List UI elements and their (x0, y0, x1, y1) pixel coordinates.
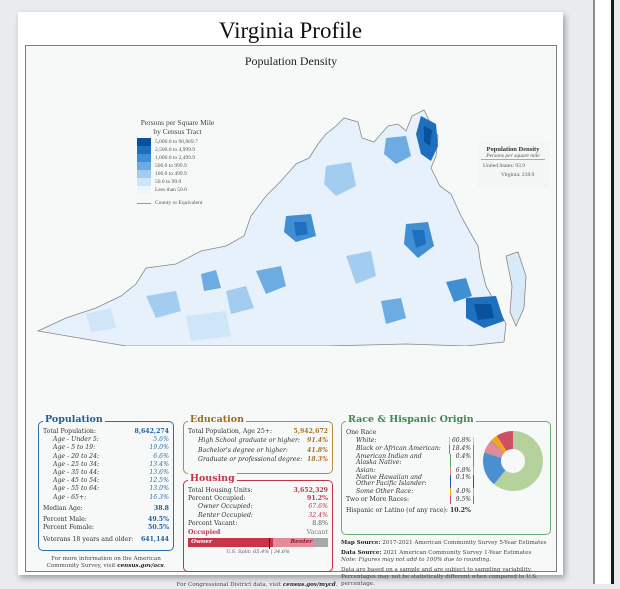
legend-item: 50.0 to 99.9 (130, 178, 280, 186)
side-panel (595, 0, 612, 584)
window-edge (611, 0, 614, 584)
us-split-marker (269, 538, 271, 550)
disclaimer: Data are based on a sample and are subje… (341, 567, 538, 587)
race-row: American Indian and Alaska Native: 0.4% (346, 453, 474, 467)
us-split: U.S. Split: 65.4% | 34.6% (226, 549, 290, 556)
education-panel: Education Total Population, Age 25+: 5,94… (183, 414, 333, 474)
legend-title-line2: by Census Tract (153, 127, 202, 136)
two-more-races: Two or More Races: 9.5% (346, 496, 474, 505)
legend-item: 1,000.0 to 2,499.9 (130, 154, 280, 162)
legend-item: 2,500.0 to 4,999.9 (130, 146, 280, 154)
map-title: Population Density (244, 54, 338, 68)
one-race-label: One Race (346, 429, 377, 436)
race-panel: Race & Hispanic Origin One Race White: 60… (341, 414, 551, 535)
population-title: Population (43, 414, 105, 425)
map-source: Map Source: 2017-2021 American Community… (341, 540, 547, 546)
percent-female: Percent Female: 50.5% (43, 524, 169, 532)
education-total: Total Population, Age 25+: 5,942,672 (188, 428, 328, 435)
race-row: Native Hawaiian and Other Pacific Island… (346, 474, 474, 488)
race-row: Asian: 6.8% (346, 466, 474, 475)
vacant-segment (314, 538, 328, 548)
education-row: High School graduate or higher: 91.4% (198, 437, 328, 445)
data-source: Data Source: 2021 American Community Sur… (341, 550, 532, 556)
housing-title: Housing (188, 473, 237, 484)
age-row: Age - 20 to 24: 6.6% (53, 452, 169, 460)
occupancy-bar: Owner Renter (188, 538, 328, 550)
education-title: Education (188, 414, 246, 425)
density-comparison-box: Population Density Persons per square mi… (477, 142, 549, 188)
profile-page: Virginia Profile Population Density (18, 12, 563, 588)
hispanic-latino: Hispanic or Latino (of any race): 10.2% (346, 507, 471, 515)
density-box-subtitle: Persons per square mile (481, 153, 545, 160)
population-panel: Population Total Population: 8,642,274 Ag… (38, 414, 174, 551)
education-row: Bachelor's degree or higher: 41.8% (198, 446, 328, 454)
age-row: Age - 5 to 19: 19.0% (53, 444, 169, 452)
total-housing-units: Total Housing Units: 3,652,329 (188, 487, 328, 494)
age-row: Age - 65+: 16.3% (53, 493, 169, 501)
age-row: Age - 55 to 64: 13.0% (53, 485, 169, 493)
legend-item: 5,000.0 to 90,869.7 (130, 138, 280, 146)
map-legend: Persons per Square Mile by Census Tract … (130, 118, 280, 206)
veterans: Veterans 18 years and older: 641,144 (43, 536, 169, 544)
cd-footnote: For Congressional District data, visit c… (176, 582, 338, 588)
density-box-title: Population Density (486, 146, 540, 153)
race-donut-chart (483, 431, 543, 491)
renter-segment: Renter (273, 538, 315, 548)
page-title: Virginia Profile (218, 18, 363, 43)
percent-male: Percent Male: 49.5% (43, 516, 169, 524)
acs-link[interactable]: census.gov/acs (117, 563, 164, 569)
owner-segment: Owner (188, 538, 274, 548)
age-row: Age - 35 to 44: 13.6% (53, 469, 169, 477)
age-row: Age - Under 5: 5.6% (53, 436, 169, 444)
median-age: Median Age: 38.8 (43, 504, 169, 512)
acs-footnote: For more information on the American Com… (46, 556, 166, 569)
age-row: Age - 45 to 54: 12.5% (53, 477, 169, 485)
race-title: Race & Hispanic Origin (346, 414, 476, 425)
education-row: Graduate or professional degree: 18.3% (198, 456, 328, 464)
legend-item: Less than 50.0 (130, 186, 280, 194)
legend-title-line1: Persons per Square Mile (140, 118, 215, 127)
content-frame: Population Density (25, 45, 557, 588)
percent-vacant: Percent Vacant: 8.8% (188, 519, 328, 527)
rounding-note: Note: Figures may not add to 100% due to… (341, 557, 492, 563)
race-row: Some Other Race: 4.0% (346, 487, 474, 497)
owner-occupied: Owner Occupied: 67.6% (198, 503, 328, 511)
age-row: Age - 25 to 34: 13.4% (53, 460, 169, 468)
legend-item: 500.0 to 999.9 (130, 162, 280, 170)
window-divider (593, 0, 595, 584)
percent-occupied: Percent Occupied: 91.2% (188, 495, 328, 503)
housing-panel: Housing Total Housing Units: 3,652,329 Pe… (183, 473, 333, 572)
occupancy-bar-labels: Occupied Vacant (188, 529, 328, 537)
total-population: Total Population: 8,642,274 (43, 428, 169, 435)
va-density: Virginia: 218.9 (501, 172, 535, 178)
mycd-link[interactable]: census.gov/mycd (282, 582, 336, 588)
renter-occupied: Renter Occupied: 32.4% (198, 511, 328, 519)
legend-county: County or Equivalent (130, 200, 280, 206)
virginia-density-map (36, 109, 527, 346)
race-row: White: 60.8% (346, 437, 474, 446)
us-density: United States: 93.9 (483, 163, 526, 169)
race-row: Black or African American: 18.4% (346, 445, 474, 454)
sources-block: Map Source: 2017-2021 American Community… (341, 540, 553, 588)
legend-item: 100.0 to 499.9 (130, 170, 280, 178)
